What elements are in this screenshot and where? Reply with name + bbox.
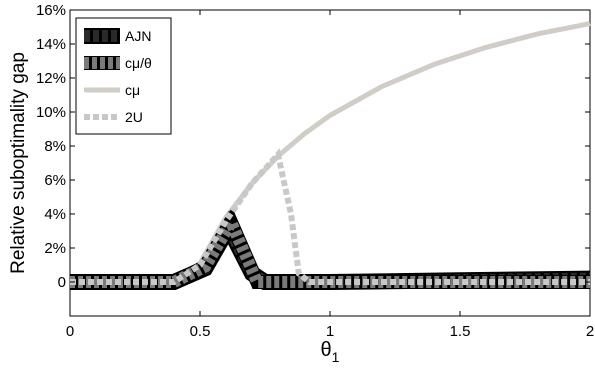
- series-layer: [70, 21, 591, 290]
- x-axis-label-main: θ: [321, 339, 332, 361]
- legend-label: 2U: [125, 109, 143, 125]
- y-tick-label: 16%: [36, 2, 66, 19]
- x-tick-label: 0.5: [190, 323, 211, 340]
- x-axis-label-subscript: 1: [332, 349, 340, 365]
- legend-label: cμ/θ: [125, 55, 152, 71]
- x-tick-label: 2: [586, 323, 594, 340]
- y-axis-label: Relative suboptimality gap: [8, 52, 29, 274]
- series-line-stroke: [70, 148, 590, 285]
- y-tick-label: 6%: [44, 172, 66, 189]
- y-tick-label: 2%: [44, 240, 66, 257]
- y-tick-label: 0: [58, 274, 66, 291]
- x-axis-label: θ1: [321, 339, 340, 365]
- y-tick-label: 4%: [44, 206, 66, 223]
- legend-entry: cμ: [84, 82, 140, 98]
- tick-layer: 0 0.5 1 1.5 2 0 2% 4% 6% 8% 10% 12% 14% 16%: [36, 2, 594, 340]
- legend-entry: 2U: [84, 109, 143, 125]
- x-tick-label: 1.5: [450, 323, 471, 340]
- y-tick-label: 12%: [36, 70, 66, 87]
- series-line: [70, 148, 590, 285]
- x-tick-label: 1: [326, 323, 334, 340]
- legend-entry: cμ/θ: [84, 55, 152, 71]
- y-tick-label: 8%: [44, 138, 66, 155]
- x-tick-label: 0: [66, 323, 74, 340]
- legend-label: AJN: [125, 28, 151, 44]
- legend: AJN cμ/θ cμ 2U: [75, 17, 172, 135]
- y-tick-label: 14%: [36, 36, 66, 53]
- legend-label: cμ: [125, 82, 140, 98]
- legend-entry: AJN: [84, 28, 151, 44]
- y-tick-label: 10%: [36, 104, 66, 121]
